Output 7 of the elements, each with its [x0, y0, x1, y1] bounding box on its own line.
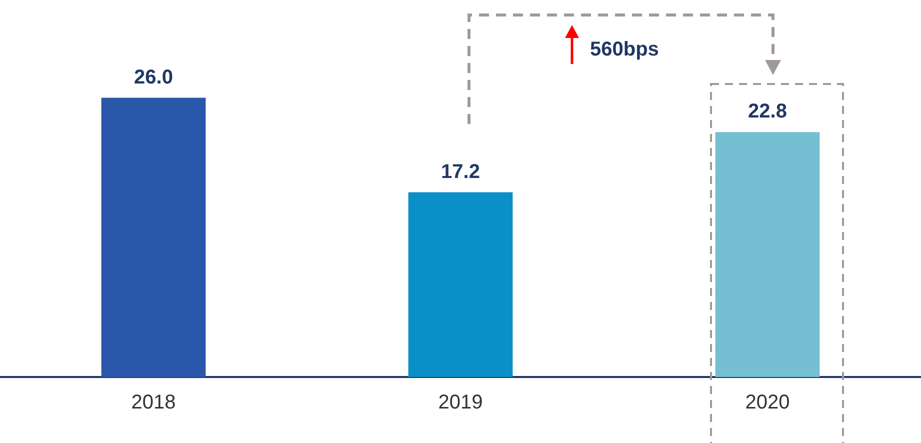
data-label: 22.8 — [748, 100, 787, 123]
data-label: 17.2 — [441, 160, 480, 183]
x-tick-label: 2019 — [438, 392, 483, 414]
text: 560bps — [590, 38, 659, 61]
x-tick-label: 2020 — [745, 392, 790, 414]
x-tick-label: 2018 — [131, 392, 176, 414]
data-label: 26.0 — [134, 66, 173, 88]
